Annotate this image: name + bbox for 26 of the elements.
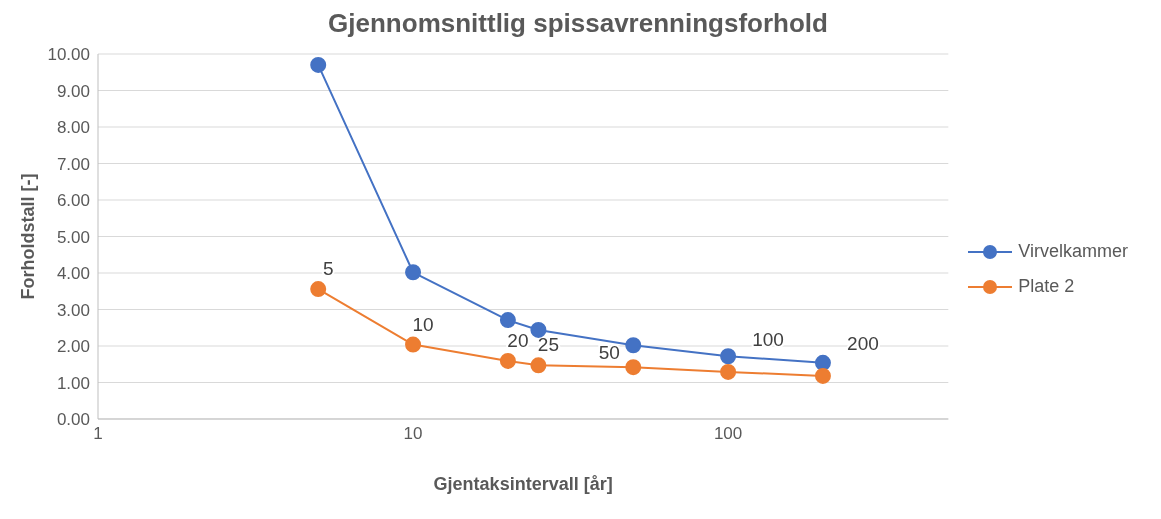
y-tick-label: 10.00 (47, 45, 90, 65)
annotation: 200 (847, 332, 879, 354)
y-tick-label: 9.00 (56, 81, 90, 101)
legend-label: Plate 2 (1018, 276, 1075, 297)
y-tick-label: 3.00 (56, 300, 90, 320)
y-tick-label: 5.00 (56, 227, 90, 247)
y-tick-label: 6.00 (56, 191, 90, 211)
annotation: 20 (507, 329, 529, 351)
y-tick-label: 1.00 (56, 373, 90, 393)
y-tick-label: 2.00 (56, 337, 90, 357)
y-tick-label: 0.00 (56, 410, 90, 430)
chart-title: Gjennomsnittlig spissavrenningsforhold (327, 8, 829, 39)
legend-label: Virvelkammer (1018, 241, 1128, 262)
y-axis-title: Forholdstall [-] (18, 173, 39, 300)
x-tick-label: 10 (403, 424, 423, 444)
annotation: 50 (598, 342, 620, 364)
y-tick-label: 8.00 (56, 118, 90, 138)
y-tick-label: 4.00 (56, 264, 90, 284)
x-tick-label: 1 (93, 424, 103, 444)
annotation: 5 (322, 258, 334, 280)
x-tick-label: 100 (713, 424, 743, 444)
x-axis-title: Gjentaksintervall [år] (433, 473, 613, 494)
annotation: 10 (412, 313, 434, 335)
annotation: 25 (537, 334, 559, 356)
annotation: 100 (752, 328, 784, 350)
y-tick-label: 7.00 (56, 154, 90, 174)
